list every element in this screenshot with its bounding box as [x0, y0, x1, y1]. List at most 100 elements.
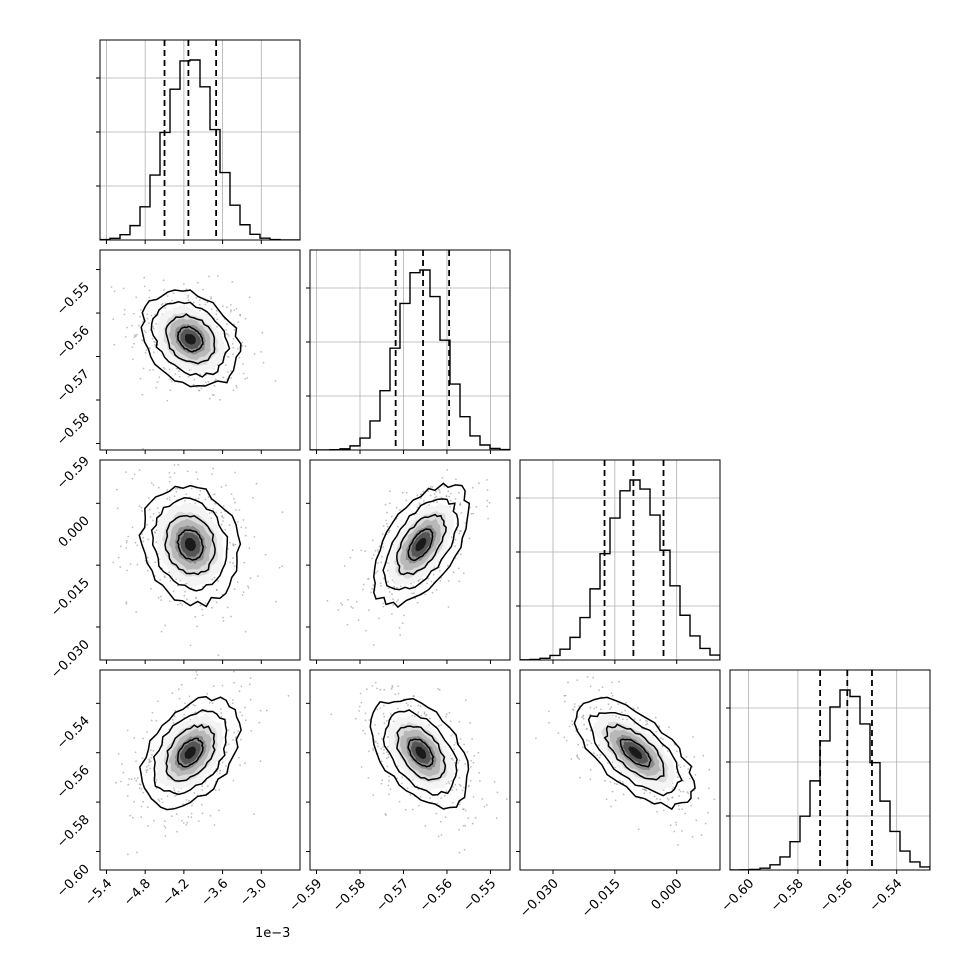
scatter-point — [237, 521, 239, 523]
scatter-point — [458, 759, 461, 762]
scatter-point — [618, 680, 620, 683]
histogram-panel-0 — [100, 40, 300, 240]
scatter-point — [213, 384, 216, 387]
contour-line-0 — [373, 482, 471, 609]
scatter-point — [215, 309, 218, 312]
scatter-point — [216, 325, 219, 328]
scatter-point — [232, 338, 235, 340]
scatter-point — [142, 800, 145, 803]
scatter-point — [573, 706, 576, 708]
x-tick-label: −3.0 — [237, 876, 270, 909]
scatter-point — [390, 687, 393, 690]
scatter-point — [211, 578, 214, 581]
scatter-point — [445, 790, 448, 793]
scatter-point — [138, 469, 141, 472]
scatter-point — [177, 603, 179, 606]
scatter-point — [188, 799, 190, 802]
scatter-point — [196, 478, 199, 480]
scatter-point — [125, 471, 127, 473]
scatter-point — [478, 482, 480, 485]
scatter-point — [220, 523, 223, 526]
scatter-point — [199, 309, 201, 312]
scatter-point — [188, 695, 191, 698]
scatter-point — [196, 625, 199, 628]
scatter-point — [162, 366, 165, 369]
scatter-point — [133, 737, 136, 739]
scatter-point — [702, 754, 705, 757]
scatter-point — [175, 794, 178, 797]
scatter-point — [166, 795, 169, 798]
scatter-point — [388, 775, 391, 778]
scatter-point — [429, 494, 432, 497]
scatter-point — [172, 590, 175, 593]
contour-line-0 — [140, 289, 242, 388]
scatter-point — [463, 786, 465, 789]
contour-line-3 — [407, 738, 435, 768]
scatter-point — [169, 476, 172, 479]
scatter-point — [427, 490, 430, 492]
scatter-point — [208, 397, 211, 400]
scatter-point — [592, 676, 595, 679]
scatter-point — [382, 605, 385, 608]
scatter-point — [667, 798, 670, 801]
scatter-point — [158, 799, 161, 802]
scatter-point — [564, 694, 567, 697]
scatter-point — [423, 499, 425, 502]
scatter-point — [576, 755, 578, 758]
scatter-point — [206, 692, 209, 695]
scatter-point — [404, 808, 407, 811]
scatter-point — [417, 713, 419, 715]
scatter-point — [220, 712, 223, 714]
scatter-point — [464, 809, 467, 812]
scatter-point — [610, 805, 612, 808]
scatter-point — [187, 706, 189, 709]
histogram-step-line — [310, 269, 510, 450]
scatter-point — [131, 346, 134, 348]
scatter-point — [406, 787, 409, 790]
scatter-point — [155, 323, 158, 325]
scatter-point — [157, 700, 159, 703]
x-tick-label: −0.55 — [460, 876, 499, 915]
scatter-point — [142, 448, 144, 450]
scatter-point — [183, 283, 185, 285]
scatter-point — [382, 746, 384, 748]
x-tick-label: −3.6 — [198, 876, 231, 909]
scatter-point — [618, 716, 620, 719]
scatter-point — [232, 779, 235, 782]
scatter-point — [231, 661, 233, 663]
scatter-point — [150, 587, 152, 590]
scatter-point — [472, 761, 475, 764]
scatter-point — [410, 705, 412, 708]
scatter-point — [414, 597, 417, 600]
scatter-point — [351, 549, 354, 552]
density-shade — [184, 333, 196, 345]
scatter-point — [202, 614, 204, 617]
scatter-point — [661, 745, 664, 747]
scatter-point — [219, 769, 222, 772]
scatter-point — [440, 834, 443, 836]
scatter-point — [326, 599, 329, 602]
scatter-point — [162, 279, 165, 282]
scatter-point — [352, 607, 354, 609]
scatter-point — [132, 358, 134, 361]
x-tick-label: −0.58 — [330, 876, 369, 915]
scatter-point — [439, 820, 442, 823]
scatter-point — [146, 523, 149, 526]
scatter-point — [467, 784, 470, 787]
scatter-point — [145, 771, 148, 773]
scatter-point — [376, 549, 379, 551]
scatter-point — [231, 281, 234, 283]
scatter-point — [253, 353, 256, 355]
scatter-point — [395, 586, 398, 589]
scatter-point — [145, 769, 148, 772]
scatter-point — [460, 529, 462, 532]
scatter-point — [231, 699, 234, 701]
scatter-point — [199, 604, 202, 607]
scatter-point — [678, 808, 680, 811]
scatter-point — [241, 714, 244, 717]
contour-line-2 — [165, 313, 216, 365]
scatter-point — [146, 806, 149, 809]
scatter-point — [233, 731, 236, 734]
scatter-point — [145, 331, 147, 334]
